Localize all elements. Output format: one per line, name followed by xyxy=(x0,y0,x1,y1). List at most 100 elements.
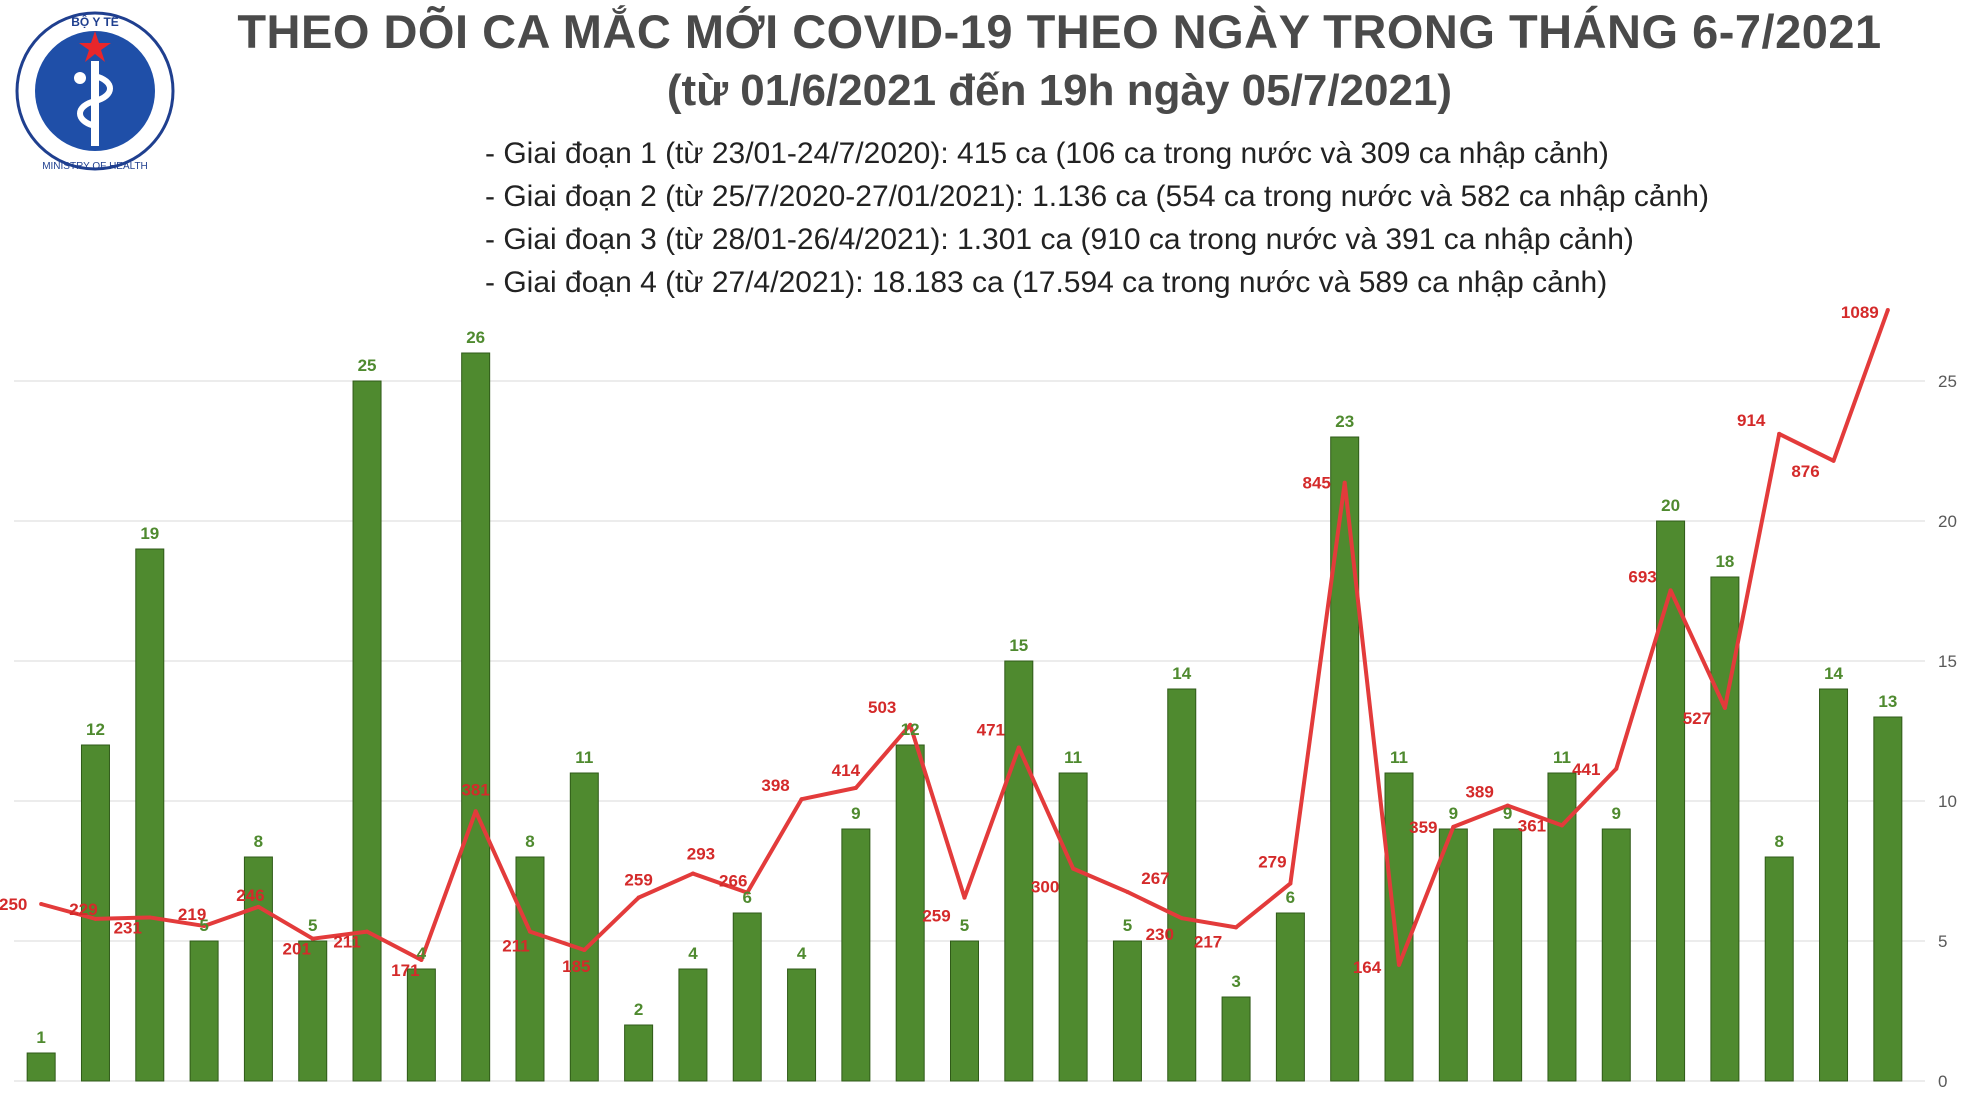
bar xyxy=(1547,772,1577,1082)
line-value-label: 231 xyxy=(114,918,142,937)
bar-value-label: 26 xyxy=(466,328,485,347)
phase-note: - Giai đoạn 4 (từ 27/4/2021): 18.183 ca … xyxy=(485,266,1608,299)
line-value-label: 217 xyxy=(1194,932,1222,951)
bar xyxy=(678,968,708,1082)
bar xyxy=(461,352,491,1082)
bar xyxy=(352,380,382,1082)
line-value-label: 359 xyxy=(1409,818,1437,837)
line-point xyxy=(1125,889,1130,894)
bar xyxy=(298,940,328,1082)
line-point xyxy=(1885,308,1890,312)
bar xyxy=(1330,436,1360,1082)
line-value-label: 259 xyxy=(624,871,652,890)
bar xyxy=(1493,828,1523,1082)
bar xyxy=(189,940,219,1082)
bar-value-label: 4 xyxy=(417,944,427,963)
bar-value-label: 19 xyxy=(140,524,159,543)
bar xyxy=(515,856,545,1082)
line-value-label: 293 xyxy=(687,845,715,864)
line-point xyxy=(636,895,641,900)
line-value-label: 185 xyxy=(562,957,590,976)
y-tick-label: 20 xyxy=(1938,512,1957,531)
line-value-label: 381 xyxy=(461,780,489,799)
line-value-label: 398 xyxy=(761,776,789,795)
line-value-label: 1089 xyxy=(1841,303,1879,322)
line-value-label: 164 xyxy=(1353,958,1382,977)
bar-value-label: 12 xyxy=(86,720,105,739)
bar xyxy=(624,1024,654,1082)
line-value-label: 246 xyxy=(236,886,264,905)
bar-value-label: 4 xyxy=(688,944,698,963)
line-series xyxy=(39,308,1890,967)
bar-value-label: 1 xyxy=(36,1028,45,1047)
bar xyxy=(1438,828,1468,1082)
bar xyxy=(1058,772,1088,1082)
phase-note: - Giai đoạn 3 (từ 28/01-26/4/2021): 1.30… xyxy=(485,223,1634,256)
bar-value-label: 5 xyxy=(308,916,317,935)
line-point xyxy=(202,923,207,928)
line-point xyxy=(1559,823,1564,828)
line-value-label: 250 xyxy=(0,895,27,914)
line-point xyxy=(1777,431,1782,436)
line-point xyxy=(799,797,804,802)
line-value-label: 230 xyxy=(1146,925,1174,944)
line-point xyxy=(1288,881,1293,886)
y-tick-label: 25 xyxy=(1938,372,1957,391)
bar xyxy=(1112,940,1142,1082)
logo-bottom-text: MINISTRY OF HEALTH xyxy=(42,161,148,172)
line-point xyxy=(365,929,370,934)
line-value-label: 211 xyxy=(502,937,529,956)
line-value-label: 441 xyxy=(1572,760,1600,779)
bar-value-label: 13 xyxy=(1878,692,1897,711)
line-point xyxy=(256,904,261,909)
bar xyxy=(1167,688,1197,1082)
bar xyxy=(135,548,165,1082)
line-point xyxy=(690,871,695,876)
line-point xyxy=(1016,745,1021,750)
line-point xyxy=(1071,866,1076,871)
bar-value-label: 14 xyxy=(1172,664,1191,683)
line-value-label: 845 xyxy=(1303,474,1331,493)
line-point xyxy=(473,809,478,814)
phase-note: - Giai đoạn 2 (từ 25/7/2020-27/01/2021):… xyxy=(485,180,1709,213)
bar-series xyxy=(26,352,1903,1082)
line-point xyxy=(419,957,424,962)
y-tick-label: 15 xyxy=(1938,652,1957,671)
line-value-label: 361 xyxy=(1518,816,1546,835)
bar-value-label: 5 xyxy=(960,916,969,935)
bar-value-label: 15 xyxy=(1009,636,1028,655)
line-point xyxy=(93,916,98,921)
line-value-label: 259 xyxy=(922,907,950,926)
bar xyxy=(1004,660,1034,1082)
bar-value-label: 4 xyxy=(797,944,807,963)
line-point xyxy=(1831,458,1836,463)
line-point xyxy=(1397,962,1402,967)
y-tick-label: 10 xyxy=(1938,792,1957,811)
bar xyxy=(1656,520,1686,1082)
line-value-label: 693 xyxy=(1628,567,1656,586)
bar xyxy=(895,744,925,1082)
line-value-label: 229 xyxy=(69,900,97,919)
line-value-label: 389 xyxy=(1465,783,1493,802)
bar-value-label: 11 xyxy=(575,748,593,767)
right-axis: 0 5 10 15 20 25 xyxy=(1938,372,1957,1091)
bar xyxy=(569,772,599,1082)
bar xyxy=(841,828,871,1082)
line-point xyxy=(1668,588,1673,593)
ministry-of-health-logo: BỘ Y TẾ MINISTRY OF HEALTH xyxy=(15,11,175,172)
bar xyxy=(406,968,436,1082)
line-point xyxy=(582,948,587,953)
bar xyxy=(787,968,817,1082)
line-value-label: 267 xyxy=(1141,869,1169,888)
bar-value-label: 12 xyxy=(901,720,920,739)
line-value-label: 503 xyxy=(868,698,896,717)
bar-value-label: 6 xyxy=(743,888,752,907)
bar-value-label: 18 xyxy=(1715,552,1734,571)
bar xyxy=(243,856,273,1082)
line-point xyxy=(745,890,750,895)
logo-top-text: BỘ Y TẾ xyxy=(71,14,119,29)
line-value-label: 201 xyxy=(283,940,311,959)
bar-value-label: 11 xyxy=(1553,748,1571,767)
bar-value-label: 3 xyxy=(1231,972,1240,991)
bar-value-label: 8 xyxy=(254,832,263,851)
